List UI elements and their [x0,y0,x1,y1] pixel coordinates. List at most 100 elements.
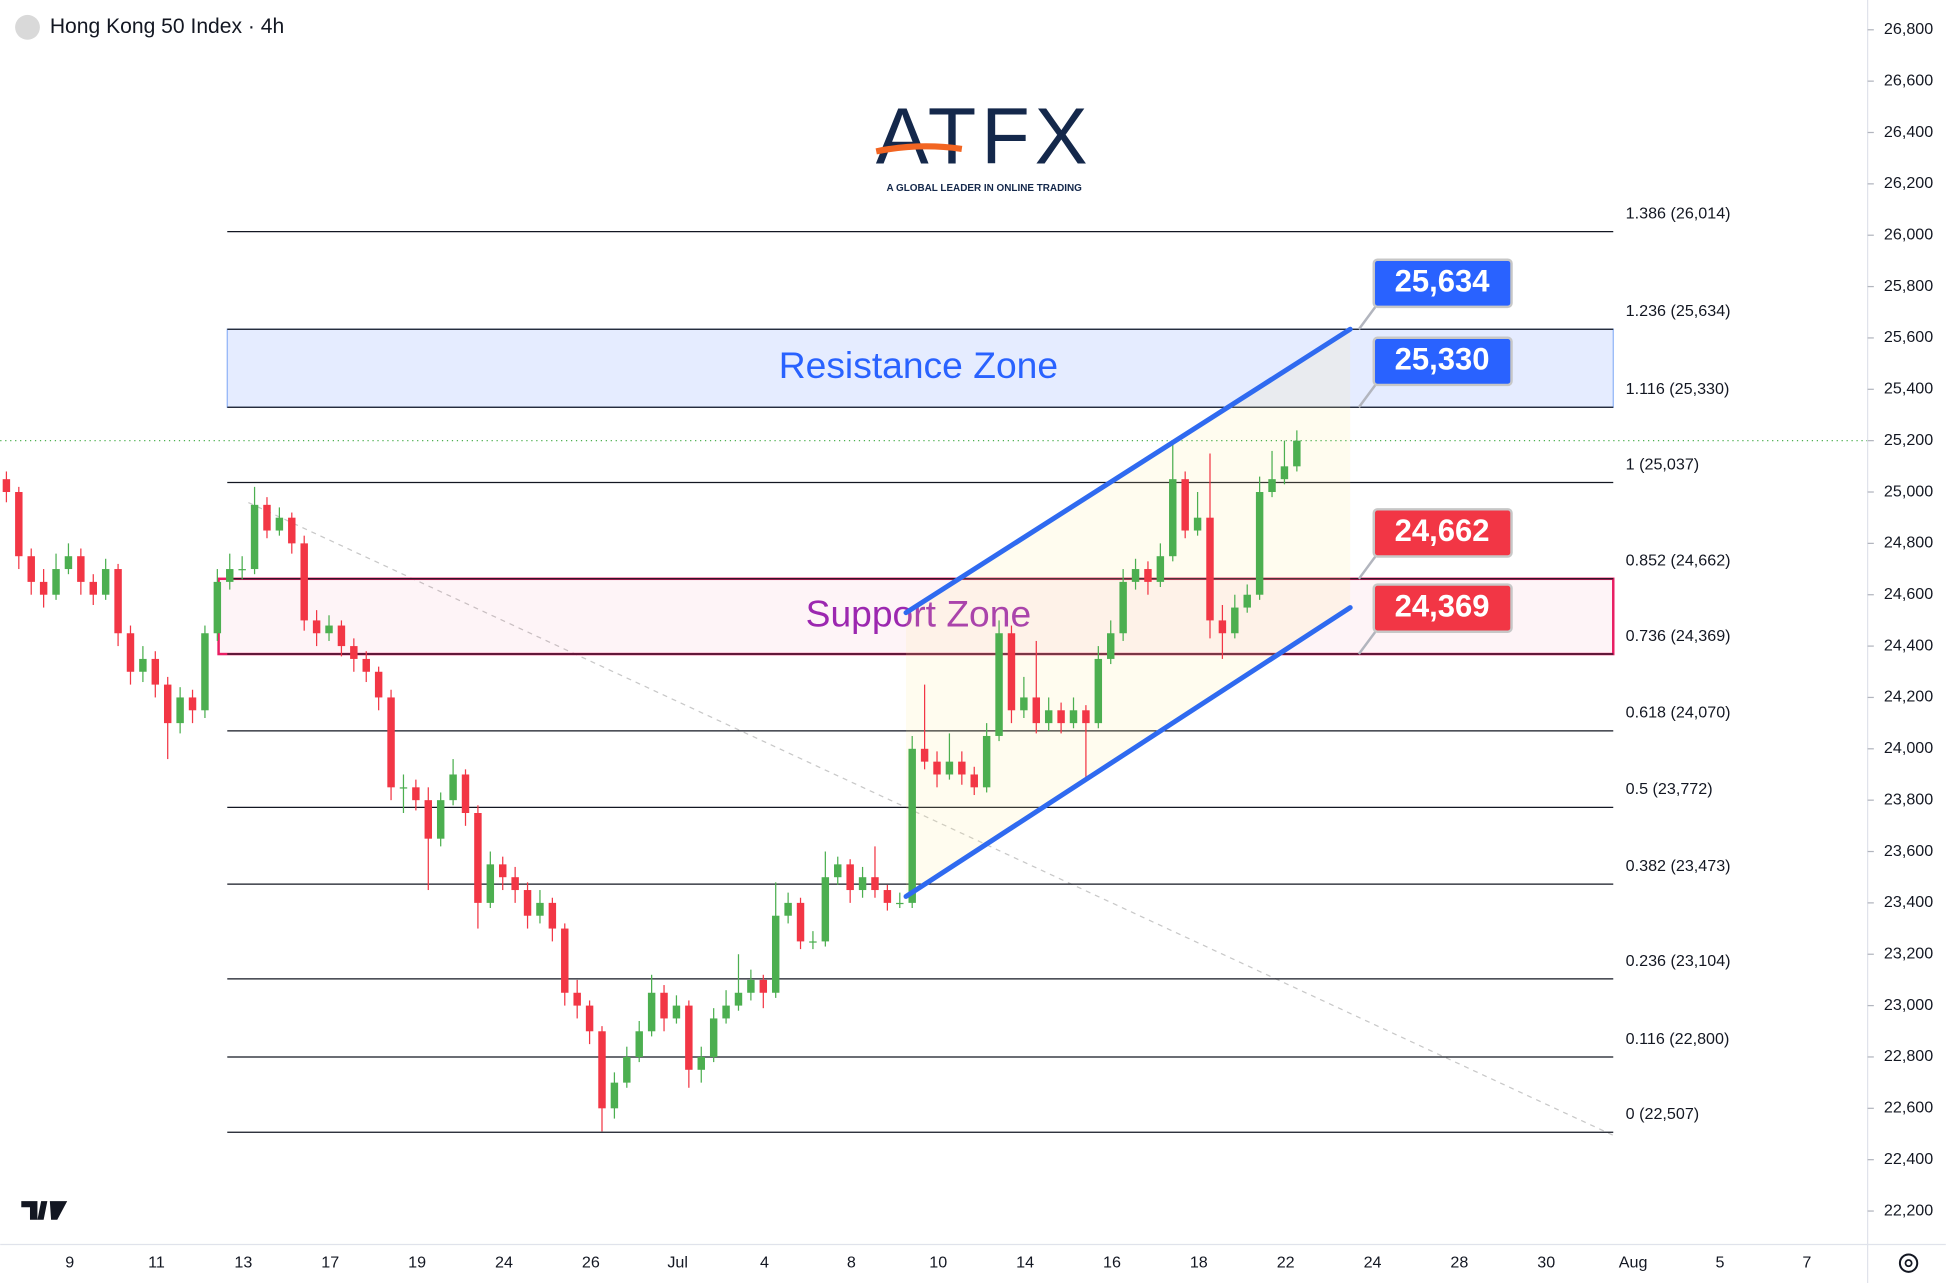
y-tick-label: 23,400 [1884,893,1933,911]
zone-label: Support Zone [806,592,1032,634]
candle-body [1280,466,1289,480]
candle-body [1057,710,1065,724]
fib-label: 0.382 (23,473) [1626,857,1731,875]
candle-body [27,556,35,582]
candle-body [1193,517,1202,531]
x-tick-label: 4 [760,1253,769,1271]
candle-body [1243,594,1251,608]
candle-body [536,902,544,916]
x-tick-label: 19 [408,1253,426,1271]
candle-body [1144,569,1152,582]
tradingview-logo[interactable] [21,1201,68,1220]
symbol-title[interactable]: Hong Kong 50 Index · 4h [50,15,284,38]
candle-body [523,890,532,916]
candle-body [623,1056,631,1083]
candle-body [511,877,519,891]
candle-body [263,504,271,531]
candle-body [548,902,557,929]
y-tick-label: 24,800 [1884,534,1933,552]
candle-body [958,761,966,775]
logo-tagline: A GLOBAL LEADER IN ONLINE TRADING [886,183,1082,194]
fib-label: 1 (25,037) [1626,455,1700,473]
fib-label: 0.236 (23,104) [1626,952,1731,970]
callout-box [1372,508,1513,558]
y-tick-label: 22,800 [1884,1047,1933,1065]
candle-body [945,761,954,775]
candle-body [201,633,209,711]
candle-body [362,658,370,672]
fib-label: 0 (22,507) [1626,1105,1700,1123]
x-tick-label: 22 [1277,1253,1295,1271]
x-tick-label: Jul [667,1253,688,1271]
candle-body [1094,658,1103,724]
candle-body [499,864,507,878]
y-tick-label: 25,200 [1884,431,1933,449]
candle-body [325,625,333,634]
candle-body [734,992,743,1006]
candle-body [139,658,147,672]
candle-body [970,774,978,788]
candle-body [672,1005,681,1019]
candle-body [1069,710,1078,724]
x-tick-label: 7 [1802,1253,1811,1271]
candle-body [449,774,457,801]
y-tick-label: 23,800 [1884,790,1933,808]
candle-body [350,646,358,659]
candle-body [52,569,60,595]
candle-body [1044,710,1053,724]
candle-body [288,517,296,544]
x-tick-label: 14 [1016,1253,1034,1271]
candle-body [821,877,830,942]
candle-body [610,1082,619,1109]
candle-body [784,902,792,916]
fib-label: 1.386 (26,014) [1626,205,1731,223]
candle-body [486,864,495,903]
candle-body [374,671,383,698]
candle-body [412,787,420,801]
candle-body [1218,620,1227,634]
symbol-icon[interactable] [15,14,40,40]
x-tick-label: 16 [1103,1253,1121,1271]
y-tick-label: 25,000 [1884,482,1933,500]
candle-body [1131,569,1140,582]
x-tick-label: 8 [847,1253,856,1271]
y-tick-label: 22,200 [1884,1201,1933,1219]
candle-body [474,813,482,903]
fib-label: 0.116 (22,800) [1626,1030,1730,1048]
fib-label: 1.116 (25,330) [1626,380,1730,398]
y-tick-label: 25,600 [1884,328,1933,346]
candle-body [399,787,408,789]
x-tick-label: 24 [495,1253,513,1271]
candle-body [1032,697,1041,724]
y-tick-label: 23,600 [1884,842,1933,860]
candle-body [312,620,321,634]
callout-label: 24,662 [1395,513,1490,548]
candle-body [1206,517,1214,621]
x-tick-label: 24 [1364,1253,1382,1271]
candle-body [635,1031,643,1057]
candle-body [697,1056,705,1070]
y-tick-label: 26,000 [1884,225,1933,243]
callout-box [1372,258,1513,309]
candle-body [89,581,97,595]
x-tick-label: 10 [929,1253,947,1271]
candle-body [871,877,879,891]
candle-body [982,735,991,788]
channel-line [903,605,1353,899]
y-tick-label: 26,600 [1884,71,1933,89]
candle-body [2,479,11,493]
candle-body [101,569,110,595]
candle-body [39,581,48,595]
candle-body [114,569,122,634]
settings-icon[interactable] [1898,1253,1919,1273]
candle-body [647,992,656,1032]
fib-label: 0.852 (24,662) [1626,552,1731,570]
x-tick-label: 30 [1537,1253,1555,1271]
x-tick-label: 5 [1715,1253,1724,1271]
candle-body [933,761,941,775]
x-tick-label: 28 [1450,1253,1468,1271]
callout-box [1372,336,1513,387]
candle-body [561,928,569,993]
candle-body [585,1005,594,1032]
